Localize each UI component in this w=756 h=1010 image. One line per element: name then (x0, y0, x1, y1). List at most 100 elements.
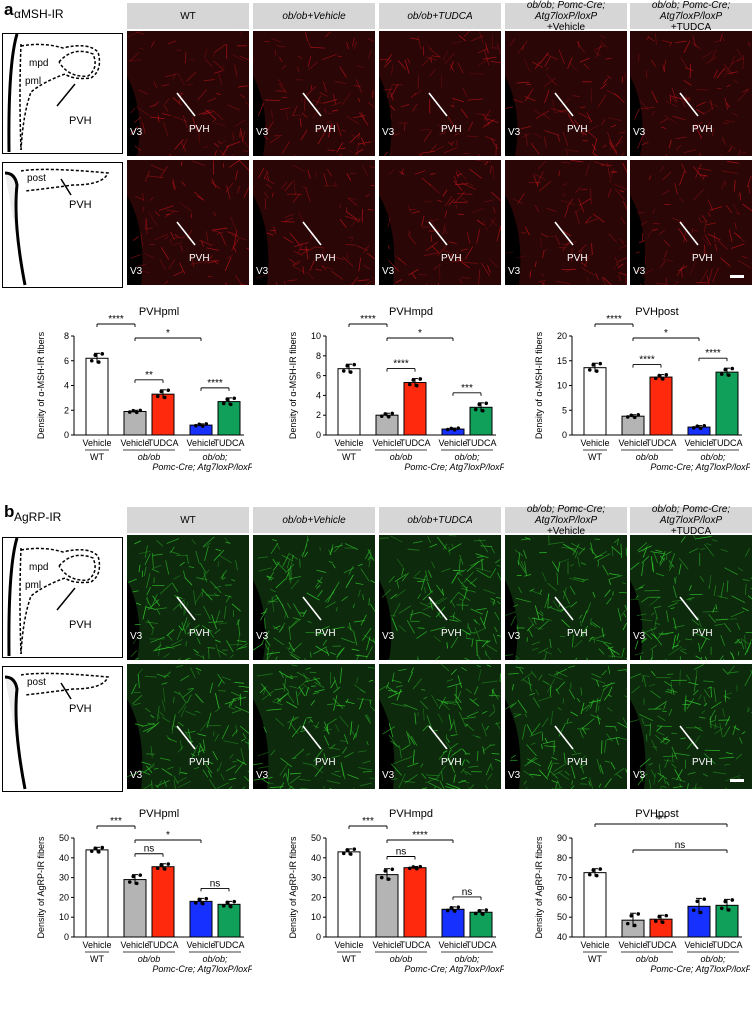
bar (86, 358, 108, 435)
bar (622, 416, 644, 435)
x-tick-label: Vehicle (618, 438, 647, 448)
group-label-obob: ob/ob (138, 954, 161, 964)
significance-label: ns (210, 878, 221, 889)
significance-label: * (166, 328, 170, 339)
y-axis-label: Density of AgRP-IR fibers (36, 836, 46, 939)
y-tick-label: 8 (64, 331, 69, 341)
pvh-label: PVH (189, 757, 210, 768)
data-point (654, 377, 658, 381)
bar (404, 383, 426, 435)
x-tick-label: Vehicle (438, 438, 467, 448)
y-tick-label: 6 (64, 356, 69, 366)
x-tick-label: TUDCA (148, 438, 179, 448)
group-header-line1: ob/ob+TUDCA (407, 515, 472, 526)
data-point (166, 388, 170, 392)
group-label-wt: WT (342, 954, 356, 964)
y-axis-label: Density of AgRP-IR fibers (534, 836, 544, 939)
data-point (194, 424, 198, 428)
data-point (166, 862, 170, 866)
data-point (128, 410, 132, 414)
schematic-drawing: mpd pml PVH (3, 34, 121, 152)
pvh-label: PVH (315, 757, 336, 768)
v3-label: V3 (508, 266, 521, 277)
chart-title: PVHmpd (389, 306, 433, 318)
data-point (727, 908, 731, 912)
data-point (695, 424, 699, 428)
data-point (387, 415, 391, 419)
x-tick-label: TUDCA (214, 940, 245, 950)
data-point (477, 909, 481, 913)
data-point (695, 899, 699, 903)
significance-label: * (664, 328, 668, 339)
data-point (380, 876, 384, 880)
data-point (408, 383, 412, 387)
y-tick-label: 50 (557, 912, 567, 922)
group-label-wt: WT (588, 954, 602, 964)
group-header-line1: ob/ob+TUDCA (407, 11, 472, 22)
y-axis-label: Density of α-MSH-IR fibers (36, 331, 46, 439)
data-point (720, 372, 724, 376)
data-point (415, 384, 419, 388)
data-point (477, 403, 481, 407)
data-point (201, 424, 205, 428)
bar (218, 904, 240, 937)
pml-label: pml (25, 76, 41, 87)
data-point (383, 869, 387, 873)
y-axis-label: Density of α-MSH-IR fibers (534, 331, 544, 439)
schematic-b-top: mpd pml PVH (2, 537, 123, 658)
group-header-5: ob/ob; Pomc-Cre; Atg7loxP/loxP+TUDCA (630, 3, 752, 29)
bar (190, 425, 212, 435)
schematic-a-top: mpd pml PVH (2, 33, 123, 154)
post-label: post (27, 677, 46, 688)
chart-title: PVHpml (139, 808, 179, 820)
group-label-pomc: Pomc-Cre; Atg7loxP/loxP (404, 462, 504, 472)
data-point (598, 867, 602, 871)
data-point (197, 898, 201, 902)
y-tick-label: 40 (59, 853, 69, 863)
pvh-label: PVH (567, 757, 588, 768)
bar (124, 411, 146, 435)
group-label-obob2: ob/ob; (700, 954, 726, 964)
bar (584, 368, 606, 435)
y-tick-label: 10 (311, 331, 321, 341)
y-tick-label: 5 (562, 405, 567, 415)
data-point (692, 908, 696, 912)
y-tick-label: 2 (316, 410, 321, 420)
group-header-line1: WT (180, 515, 196, 526)
v3-label: V3 (633, 770, 646, 781)
y-tick-label: 0 (316, 932, 321, 942)
data-point (204, 897, 208, 901)
x-tick-label: TUDCA (148, 940, 179, 950)
v3-label: V3 (508, 770, 521, 781)
pvh-label: PVH (315, 628, 336, 639)
x-tick-label: Vehicle (82, 940, 111, 950)
y-tick-label: 0 (562, 430, 567, 440)
schematic-drawing: post PVH (3, 163, 121, 286)
x-tick-label: Vehicle (438, 940, 467, 950)
significance-label: **** (207, 378, 223, 389)
data-point (229, 905, 233, 909)
group-header-line1: ob/ob; Pomc-Cre; Atg7loxP/loxP (630, 504, 752, 526)
alpha-msh-ir-label: αMSH-IR (14, 7, 64, 21)
bar (404, 868, 426, 937)
x-tick-label: Vehicle (82, 438, 111, 448)
data-point (588, 368, 592, 372)
micrograph-image: PVH V3 (505, 664, 627, 789)
data-point (484, 401, 488, 405)
pvh-label: PVH (692, 757, 713, 768)
data-point (229, 403, 233, 407)
pvh-label: PVH (69, 619, 92, 631)
v3-label: V3 (382, 127, 395, 138)
data-point (657, 374, 661, 378)
data-point (730, 898, 734, 902)
group-label-obob2: ob/ob; (454, 954, 480, 964)
pvh-label: PVH (567, 124, 588, 135)
